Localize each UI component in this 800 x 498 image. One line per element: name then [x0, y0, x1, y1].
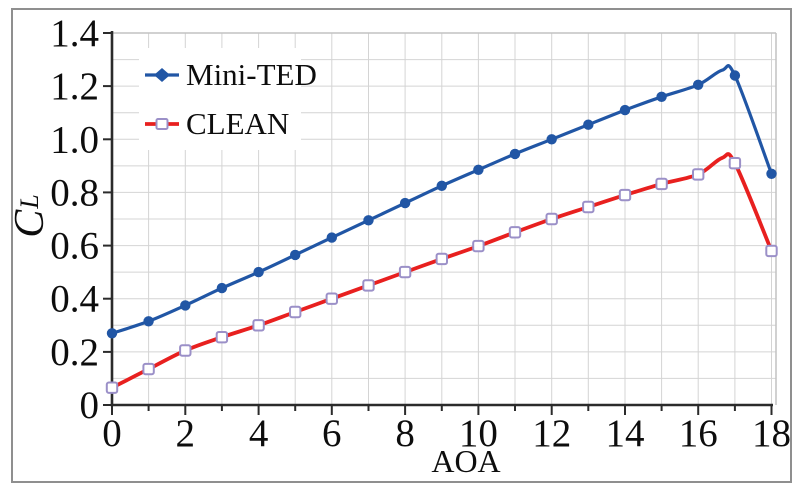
- svg-text:0.4: 0.4: [50, 278, 99, 321]
- series-clean-markers: [105, 157, 778, 394]
- svg-text:12: 12: [532, 412, 571, 455]
- svg-text:0.8: 0.8: [50, 171, 99, 214]
- svg-text:1.4: 1.4: [50, 12, 99, 55]
- svg-text:1.2: 1.2: [50, 65, 99, 108]
- plot-border: [112, 32, 777, 405]
- legend-entry-mini-ted: Mini-TED: [143, 59, 317, 90]
- svg-text:6: 6: [322, 412, 342, 455]
- clean-marker-icon: [143, 113, 183, 135]
- svg-text:18: 18: [752, 412, 791, 455]
- svg-text:8: 8: [395, 412, 415, 455]
- x-tick-labels: 0 2 4 6 8 10 12 14 16 18: [102, 412, 791, 455]
- legend-label-clean: CLEAN: [186, 106, 290, 141]
- svg-text:0: 0: [102, 412, 122, 455]
- gridlines: [112, 32, 776, 405]
- y-tick-labels: 0 0.2 0.4 0.6 0.8 1.0 1.2 1.4: [50, 12, 99, 427]
- y-axis-title-main: C: [7, 209, 53, 238]
- svg-text:1.0: 1.0: [50, 118, 99, 161]
- svg-text:10: 10: [459, 412, 498, 455]
- svg-text:4: 4: [249, 412, 269, 455]
- legend-label-mini-ted: Mini-TED: [186, 57, 317, 92]
- mini-ted-marker-icon: [143, 64, 183, 86]
- axes: [110, 31, 773, 407]
- series-mini-ted-markers: [106, 70, 777, 339]
- legend-entry-clean: CLEAN: [143, 108, 301, 139]
- svg-text:0: 0: [80, 384, 100, 427]
- svg-text:2: 2: [176, 412, 196, 455]
- svg-text:14: 14: [606, 412, 645, 455]
- x-axis-title: AOA: [431, 443, 501, 479]
- svg-text:16: 16: [679, 412, 718, 455]
- svg-text:0.6: 0.6: [50, 225, 99, 268]
- axis-ticks: [103, 32, 773, 415]
- legend: Mini-TED CLEAN: [139, 48, 317, 150]
- svg-text:0.2: 0.2: [50, 331, 99, 374]
